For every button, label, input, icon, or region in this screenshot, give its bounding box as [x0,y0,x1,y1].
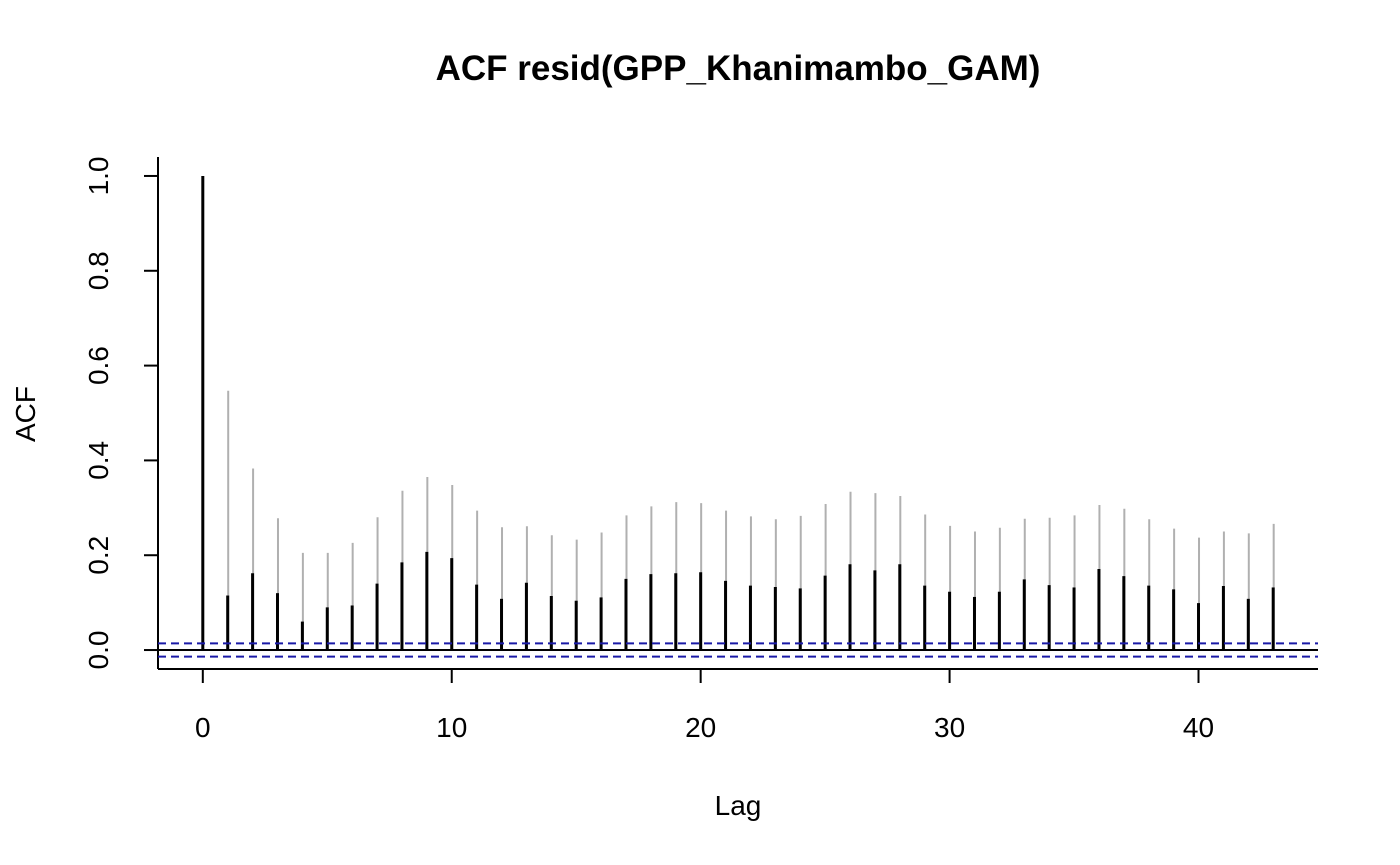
x-tick-label: 30 [934,712,965,743]
y-tick-label: 0.8 [83,251,114,290]
y-tick-label: 0.2 [83,536,114,575]
reference-lines [158,642,1318,658]
acf-bars [201,175,1275,651]
y-ticks: 0.0 0.2 0.4 0.6 0.8 1.0 [83,156,158,670]
y-tick-label: 0.0 [83,631,114,670]
x-axis-label: Lag [715,790,762,821]
x-ticks: 0 10 20 30 40 [195,669,1214,743]
axes [157,157,1318,670]
x-tick-label: 0 [195,712,211,743]
x-tick-label: 40 [1183,712,1214,743]
x-tick-label: 20 [685,712,716,743]
chart-title: ACF resid(GPP_Khanimambo_GAM) [436,49,1041,88]
x-tick-label: 10 [436,712,467,743]
y-tick-label: 0.4 [83,441,114,480]
y-tick-label: 0.6 [83,346,114,385]
y-tick-label: 1.0 [83,156,114,195]
y-axis-label: ACF [10,386,41,442]
